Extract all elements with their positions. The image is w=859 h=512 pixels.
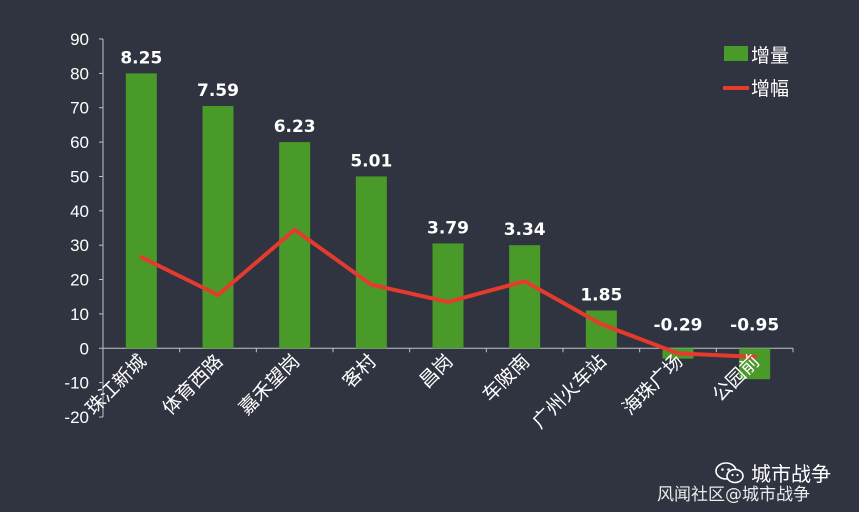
category-label: 广州火车站 — [528, 350, 611, 433]
y-tick-label: 30 — [70, 236, 89, 255]
category-label: 嘉禾望岗 — [235, 350, 304, 419]
data-label: 8.25 — [120, 48, 162, 68]
wechat-icon — [715, 461, 744, 483]
bar — [279, 142, 311, 349]
category-label: 海珠广场 — [618, 350, 687, 419]
category-label: 体育西路 — [158, 350, 227, 419]
bar — [509, 245, 541, 349]
legend-swatch-bar — [724, 46, 748, 61]
watermark-account-text: 城市战争 — [751, 462, 831, 486]
data-label: 3.34 — [504, 220, 546, 240]
y-tick-label: -20 — [64, 408, 89, 427]
y-tick-label: 60 — [70, 133, 89, 152]
y-tick-label: 40 — [70, 202, 89, 221]
y-tick-label: 70 — [70, 99, 89, 118]
category-label: 车陂南 — [478, 350, 534, 406]
data-labels: 8.25 7.59 6.23 5.01 3.79 3.34 1.85 -0.29 -0.95 — [120, 48, 779, 335]
y-tick-label: 20 — [70, 271, 89, 290]
y-tick-label: 10 — [70, 305, 89, 324]
data-label: 3.79 — [427, 218, 469, 238]
data-label: 7.59 — [197, 81, 239, 101]
bars — [125, 73, 771, 380]
data-label: 1.85 — [580, 285, 622, 305]
y-tick-label: 80 — [70, 64, 89, 83]
watermark-credit: 风闻社区@城市战争 — [657, 485, 810, 505]
data-label: 5.01 — [350, 151, 392, 171]
line-path — [139, 227, 757, 359]
bar — [125, 73, 157, 349]
y-tick-label: -10 — [64, 374, 89, 393]
y-tick-label: 90 — [70, 30, 89, 49]
y-tick-label: 0 — [80, 339, 89, 358]
bar — [202, 106, 234, 349]
category-label: 珠江新城 — [82, 350, 151, 419]
data-label: -0.95 — [730, 315, 779, 335]
legend-label-bar: 增量 — [751, 45, 789, 67]
bar — [432, 243, 464, 349]
axes: -20 -10 0 10 20 30 40 50 60 70 80 90 — [64, 30, 794, 427]
category-label: 昌岗 — [415, 350, 457, 392]
watermark-account: 城市战争 — [715, 458, 831, 487]
bar — [739, 348, 771, 380]
category-label: 客村 — [338, 350, 380, 392]
bar — [355, 176, 387, 349]
y-tick-label: 50 — [70, 167, 89, 186]
data-label: 6.23 — [274, 117, 316, 137]
legend-label-line: 增幅 — [751, 78, 789, 100]
data-label: -0.29 — [654, 315, 703, 335]
line-series — [139, 227, 757, 359]
